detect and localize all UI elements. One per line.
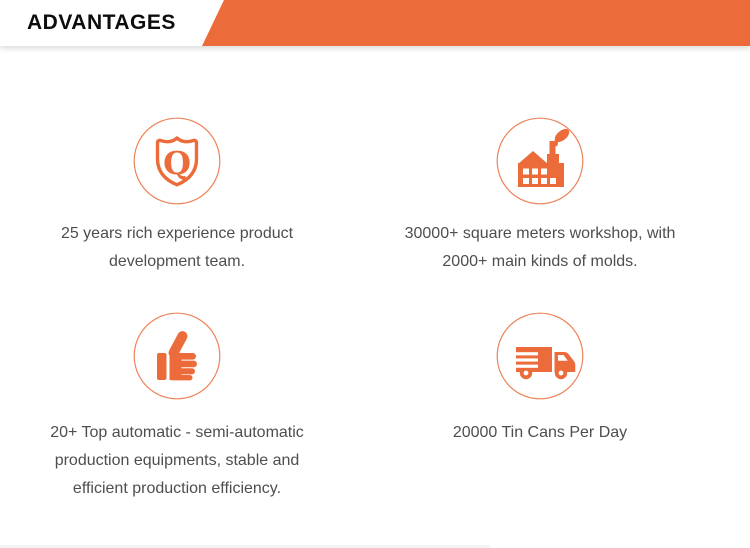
advantage-text: 25 years rich experience product develop…: [60, 225, 294, 270]
advantages-grid: Q 25 years rich experience product devel…: [0, 46, 750, 503]
delivery-truck-icon: [496, 312, 584, 400]
advantage-text: 20000 Tin Cans Per Day: [452, 424, 628, 441]
thumbs-up-icon: [133, 312, 221, 400]
advantage-text: 20+ Top automatic - semi-automatic produ…: [50, 424, 304, 497]
advantage-item-workshop: 30000+ square meters workshop, with 2000…: [363, 117, 717, 276]
section-title: ADVANTAGES: [27, 11, 176, 34]
advantage-item-equipment: 20+ Top automatic - semi-automatic produ…: [0, 312, 354, 503]
svg-text:Q: Q: [163, 145, 191, 183]
advantage-text: 30000+ square meters workshop, with 2000…: [404, 225, 676, 270]
quality-shield-icon: Q: [133, 117, 221, 205]
advantage-item-capacity: 20000 Tin Cans Per Day: [363, 312, 717, 503]
factory-icon: [496, 117, 584, 205]
advantage-item-experience: Q 25 years rich experience product devel…: [0, 117, 354, 276]
advantages-header: ADVANTAGES: [0, 0, 750, 46]
next-section-edge: [0, 545, 490, 548]
header-orange-ribbon: [202, 0, 750, 46]
